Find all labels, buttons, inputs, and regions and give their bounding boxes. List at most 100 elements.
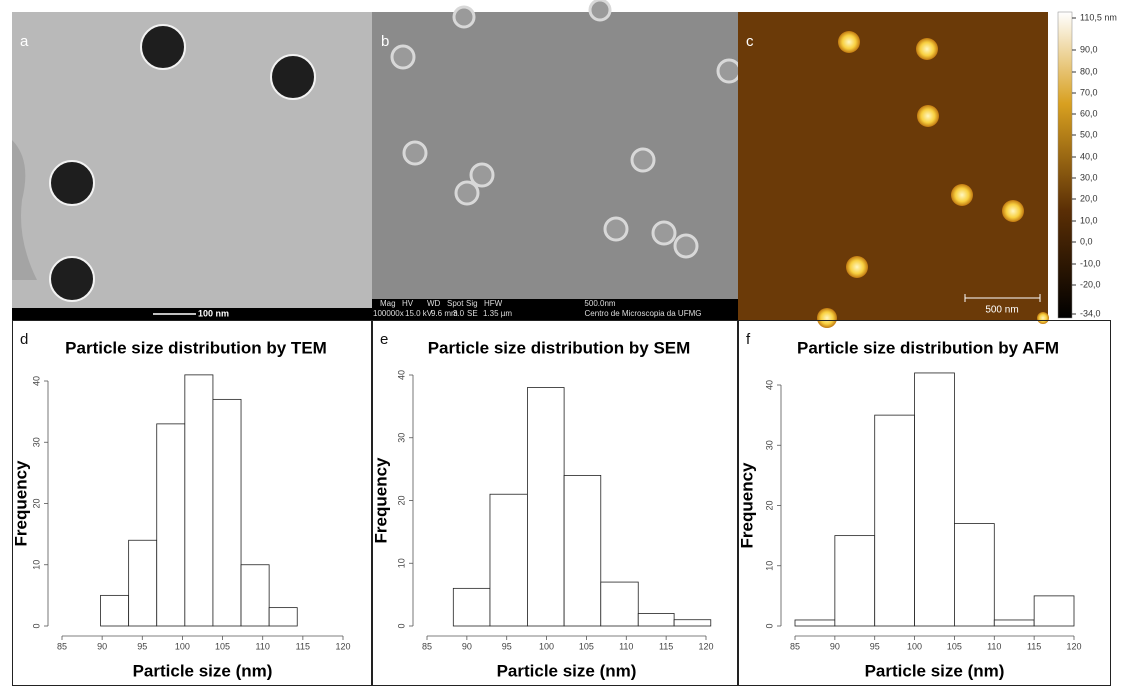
x-tick-label: 115 [296, 641, 310, 651]
bar [954, 524, 994, 626]
figure: 100 nm a 500.0nm Mag HV WD Spot Sig HFW … [0, 0, 1121, 686]
bar [994, 620, 1034, 626]
scale-bar-label: 100 nm [198, 308, 229, 318]
x-tick-label: 110 [256, 641, 270, 651]
x-tick-label: 90 [830, 641, 840, 651]
y-tick-label: 30 [31, 437, 41, 447]
bar [875, 415, 915, 626]
y-tick-label: 0 [396, 623, 406, 628]
x-tick-label: 90 [462, 641, 472, 651]
colorbar-label: 60,0 [1080, 108, 1098, 118]
info-text: Mag [380, 299, 396, 308]
x-tick-label: 85 [422, 641, 432, 651]
x-tick-label: 100 [907, 641, 922, 651]
colorbar-label: 10,0 [1080, 215, 1098, 225]
y-tick-label: 30 [396, 433, 406, 443]
bar [601, 582, 638, 626]
x-axis-label: Particle size (nm) [865, 661, 1005, 680]
chart-title: Particle size distribution by SEM [428, 338, 691, 357]
x-tick-label: 105 [215, 641, 230, 651]
y-tick-label: 0 [31, 623, 41, 628]
colorbar-label: 50,0 [1080, 129, 1098, 139]
bar [185, 375, 213, 626]
x-tick-label: 120 [698, 641, 713, 651]
bar [241, 565, 269, 626]
y-tick-label: 20 [31, 498, 41, 508]
panel-label: e [380, 331, 388, 348]
histogram-panel: f Particle size distribution by AFM Partic… [737, 331, 1081, 681]
panel-label: f [746, 331, 751, 348]
x-axis-label: Particle size (nm) [497, 661, 637, 680]
info-text: Spot [447, 299, 464, 308]
bar [638, 613, 674, 626]
colorbar-label: 0,0 [1080, 236, 1093, 246]
bar [490, 494, 527, 626]
x-tick-label: 110 [987, 641, 1001, 651]
x-tick-label: 115 [1027, 641, 1041, 651]
x-tick-label: 85 [790, 641, 800, 651]
chart-title: Particle size distribution by AFM [797, 338, 1059, 357]
info-text: 3.0 [453, 309, 465, 318]
y-tick-label: 10 [31, 560, 41, 570]
x-tick-label: 90 [97, 641, 107, 651]
x-tick-label: 105 [579, 641, 594, 651]
panel-label: b [381, 33, 389, 50]
sem-image: 500.0nm Mag HV WD Spot Sig HFW 100000x 1… [372, 0, 740, 320]
colorbar [1058, 12, 1072, 318]
bar [915, 373, 955, 626]
x-tick-label: 95 [502, 641, 512, 651]
x-tick-label: 110 [619, 641, 633, 651]
chart-title: Particle size distribution by TEM [65, 338, 327, 357]
y-axis-label: Frequency [371, 457, 390, 544]
bar [674, 620, 711, 626]
colorbar-label: 90,0 [1080, 44, 1098, 54]
info-text: HV [402, 299, 414, 308]
x-tick-label: 120 [1066, 641, 1081, 651]
colorbar-label: 20,0 [1080, 193, 1098, 203]
x-tick-label: 105 [947, 641, 962, 651]
colorbar-label: 70,0 [1080, 87, 1098, 97]
colorbar-label: 40,0 [1080, 151, 1098, 161]
panel-label: c [746, 33, 754, 50]
bar [129, 540, 157, 626]
x-tick-label: 95 [137, 641, 147, 651]
x-tick-label: 120 [335, 641, 350, 651]
histogram-panel: e Particle size distribution by SEM Partic… [371, 331, 713, 681]
bar [213, 399, 241, 626]
bar [835, 536, 875, 626]
y-tick-label: 10 [396, 558, 406, 568]
scale-bar-label: 500 nm [985, 305, 1018, 316]
colorbar-label: 80,0 [1080, 66, 1098, 76]
bar [101, 595, 129, 626]
y-tick-label: 20 [764, 500, 774, 510]
info-text: Sig [466, 299, 478, 308]
bar [269, 608, 297, 626]
histogram-panel: dParticle size distribution by TEMPartic… [11, 331, 350, 681]
y-tick-label: 30 [764, 440, 774, 450]
info-text: 15.0 kV [405, 309, 433, 318]
info-text: 1.35 µm [483, 309, 512, 318]
y-axis-label: Frequency [11, 460, 30, 547]
x-axis-label: Particle size (nm) [133, 661, 273, 680]
x-tick-label: 100 [175, 641, 190, 651]
info-text: 500.0nm [584, 299, 615, 308]
y-tick-label: 40 [764, 380, 774, 390]
y-tick-label: 40 [396, 370, 406, 380]
x-tick-label: 100 [539, 641, 554, 651]
y-tick-label: 20 [396, 495, 406, 505]
x-tick-label: 85 [57, 641, 67, 651]
bar [795, 620, 835, 626]
panel-label: a [20, 33, 29, 50]
info-text: HFW [484, 299, 503, 308]
x-tick-label: 95 [870, 641, 880, 651]
x-tick-label: 115 [659, 641, 673, 651]
colorbar-label: 110,5 nm [1080, 12, 1117, 22]
afm-image: 500 nm c [738, 12, 1072, 328]
colorbar-label: 30,0 [1080, 172, 1098, 182]
info-text: Centro de Microscopia da UFMG [585, 309, 702, 318]
bar [157, 424, 185, 626]
colorbar-label: -34,0 [1080, 308, 1101, 318]
bar [453, 588, 490, 626]
bar [1034, 596, 1074, 626]
colorbar-label: -20,0 [1080, 279, 1101, 289]
